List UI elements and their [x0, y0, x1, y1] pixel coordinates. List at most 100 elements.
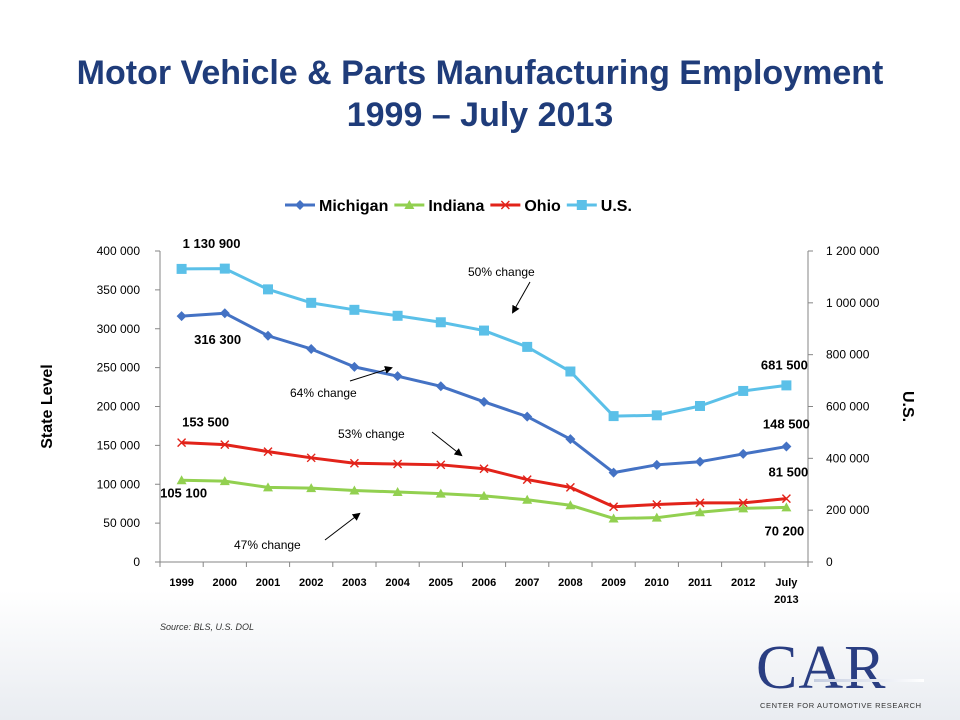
y-right-tick-label: 1 200 000 [826, 244, 880, 258]
data-label: 70 200 [765, 523, 805, 538]
logo-letters: CAR [756, 634, 887, 702]
logo-tagline: CENTER FOR AUTOMOTIVE RESEARCH [760, 701, 922, 710]
data-point-michigan [263, 330, 273, 341]
page-title: Motor Vehicle & Parts Manufacturing Empl… [0, 52, 960, 136]
data-point-us [695, 400, 705, 411]
data-point-michigan [738, 448, 749, 459]
data-point-us [435, 317, 446, 328]
legend-label-indiana: Indiana [428, 198, 484, 215]
data-point-ohio [263, 447, 273, 457]
data-point-ohio [738, 498, 748, 508]
data-point-ohio [565, 482, 575, 492]
y-right-tick-label: 400 000 [826, 451, 870, 465]
x-tick-label: 2013 [774, 594, 798, 606]
annotation-arrow-michigan [349, 366, 393, 382]
x-tick-label: 2008 [558, 577, 582, 589]
annotation-us: 50% change [468, 265, 535, 279]
x-tick-label: 2009 [601, 577, 625, 589]
y-left-tick-label: 300 000 [97, 322, 141, 336]
y-right-tick-label: 600 000 [826, 400, 870, 414]
data-point-us [738, 385, 749, 396]
data-point-michigan [522, 411, 533, 422]
logo-divider [814, 679, 924, 682]
data-point-us [608, 411, 619, 422]
data-point-ohio [522, 475, 532, 485]
data-point-us [306, 297, 317, 308]
legend-marker-us [576, 200, 587, 210]
x-tick-label: 2007 [515, 577, 539, 589]
data-point-indiana [349, 485, 360, 495]
series-line-michigan [181, 311, 787, 475]
x-tick-label: 2011 [688, 577, 712, 589]
y-left-axis-title: State Level [39, 364, 56, 448]
x-tick-label: July [775, 577, 798, 589]
data-point-us [565, 366, 576, 377]
data-label: 153 500 [182, 415, 229, 430]
x-tick-label: 1999 [169, 577, 193, 589]
y-left-tick-label: 200 000 [97, 400, 141, 414]
data-label: 1 130 900 [183, 236, 241, 251]
data-point-us [263, 284, 273, 295]
data-label: 81 500 [769, 465, 809, 480]
data-point-michigan [306, 343, 317, 354]
data-point-ohio [695, 498, 705, 508]
data-point-ohio [220, 440, 230, 450]
y-left-tick-label: 350 000 [97, 283, 141, 297]
y-right-axis-title: U.S. [899, 391, 916, 422]
x-tick-label: 2006 [472, 577, 496, 589]
legend-label-us: U.S. [601, 198, 632, 215]
title-line-1: Motor Vehicle & Parts Manufacturing Empl… [76, 54, 884, 92]
data-point-us [176, 263, 187, 274]
x-tick-label: 2003 [342, 577, 366, 589]
data-point-us [349, 304, 360, 315]
legend-label-ohio: Ohio [524, 198, 561, 215]
data-point-ohio [781, 494, 791, 504]
data-point-us [219, 263, 230, 274]
data-point-us [392, 310, 403, 321]
data-point-indiana [565, 500, 576, 510]
x-tick-label: 2000 [213, 577, 237, 589]
legend-label-michigan: Michigan [319, 198, 388, 215]
y-left-tick-label: 100 000 [97, 477, 141, 491]
annotation-arrow-ohio [431, 431, 463, 457]
annotation-ohio: 53% change [338, 427, 405, 441]
source-note: Source: BLS, U.S. DOL [160, 622, 255, 632]
data-point-ohio [393, 459, 403, 469]
data-point-us [522, 341, 533, 352]
data-point-us [651, 410, 662, 421]
data-point-michigan [781, 441, 792, 452]
y-right-tick-label: 200 000 [826, 503, 870, 517]
data-point-indiana [781, 502, 792, 512]
y-left-tick-label: 400 000 [97, 244, 141, 258]
data-point-indiana [263, 482, 273, 492]
y-right-tick-label: 0 [826, 555, 833, 569]
legend-marker-ohio [500, 200, 510, 210]
data-label: 316 300 [194, 332, 241, 347]
data-point-michigan [565, 434, 576, 445]
data-point-michigan [695, 456, 705, 467]
x-tick-label: 2001 [256, 577, 280, 589]
title-line-2: 1999 – July 2013 [346, 96, 614, 134]
y-right-tick-label: 1 000 000 [826, 296, 880, 310]
data-point-indiana [435, 488, 446, 498]
data-label: 681 500 [761, 357, 808, 372]
data-point-ohio [609, 502, 619, 512]
x-tick-label: 2002 [299, 577, 323, 589]
data-point-indiana [695, 507, 705, 517]
annotation-arrow-indiana [324, 512, 361, 541]
data-point-us [781, 380, 792, 391]
data-point-michigan [651, 459, 662, 470]
data-point-indiana [479, 490, 489, 500]
data-point-indiana [651, 512, 662, 522]
legend-marker-michigan [295, 200, 305, 210]
data-point-indiana [392, 487, 403, 497]
data-point-indiana [306, 483, 317, 493]
data-point-michigan [479, 396, 489, 407]
data-point-ohio [652, 499, 662, 509]
data-point-michigan [392, 371, 403, 382]
data-point-indiana [738, 503, 749, 513]
data-label: 148 500 [763, 417, 810, 432]
x-tick-label: 2005 [429, 577, 453, 589]
x-tick-label: 2012 [731, 577, 755, 589]
